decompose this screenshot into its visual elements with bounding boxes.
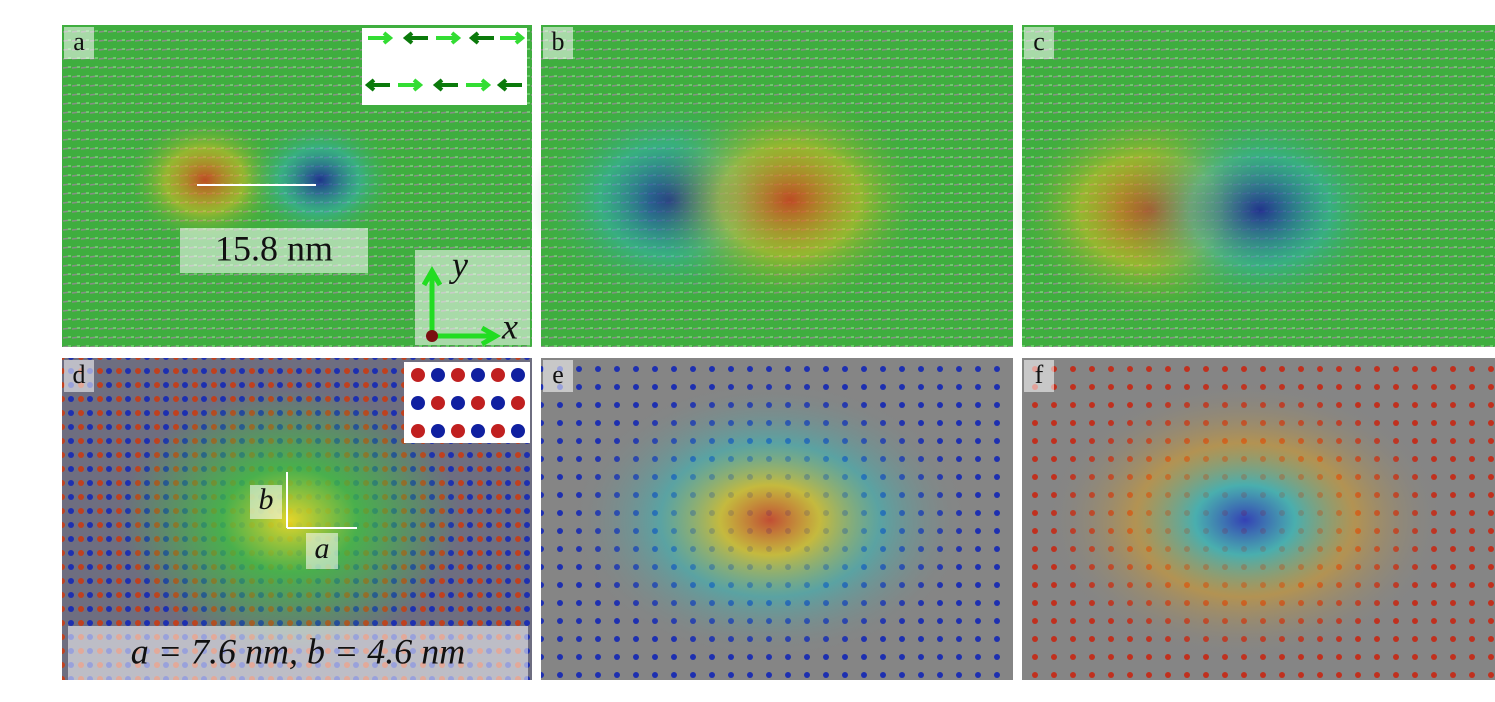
panel-label: b — [552, 27, 565, 56]
panel-label-box — [1024, 27, 1054, 59]
panel-f — [1022, 358, 1495, 680]
panel-label: d — [73, 360, 86, 389]
panel-labels: a b c d e f — [64, 27, 1054, 392]
panel-label-box — [64, 360, 94, 392]
panel-label: e — [552, 360, 564, 389]
panel-e — [541, 358, 1013, 680]
panel-label-box — [64, 27, 94, 59]
panel-label-box — [1024, 360, 1054, 392]
panel-a: 15.8 nm y x — [62, 25, 532, 347]
lattice-text: a = 7.6 nm, b = 4.6 nm — [131, 631, 466, 671]
panel-b — [530, 25, 1013, 347]
scale-label: 15.8 nm — [215, 228, 333, 268]
axis-y-label: y — [449, 244, 468, 284]
lattice-a-label: a — [315, 532, 330, 565]
axis-x-label: x — [501, 306, 518, 346]
panel-label: c — [1033, 27, 1045, 56]
panel-label: f — [1035, 360, 1044, 389]
panel-label-box — [543, 27, 573, 59]
panel-label-box — [543, 360, 573, 392]
lattice-b-label: b — [259, 483, 274, 516]
panel-label: a — [73, 27, 85, 56]
panel-d: b a a = 7.6 nm, b = 4.6 nm — [62, 358, 532, 680]
panel-c — [1010, 25, 1495, 347]
